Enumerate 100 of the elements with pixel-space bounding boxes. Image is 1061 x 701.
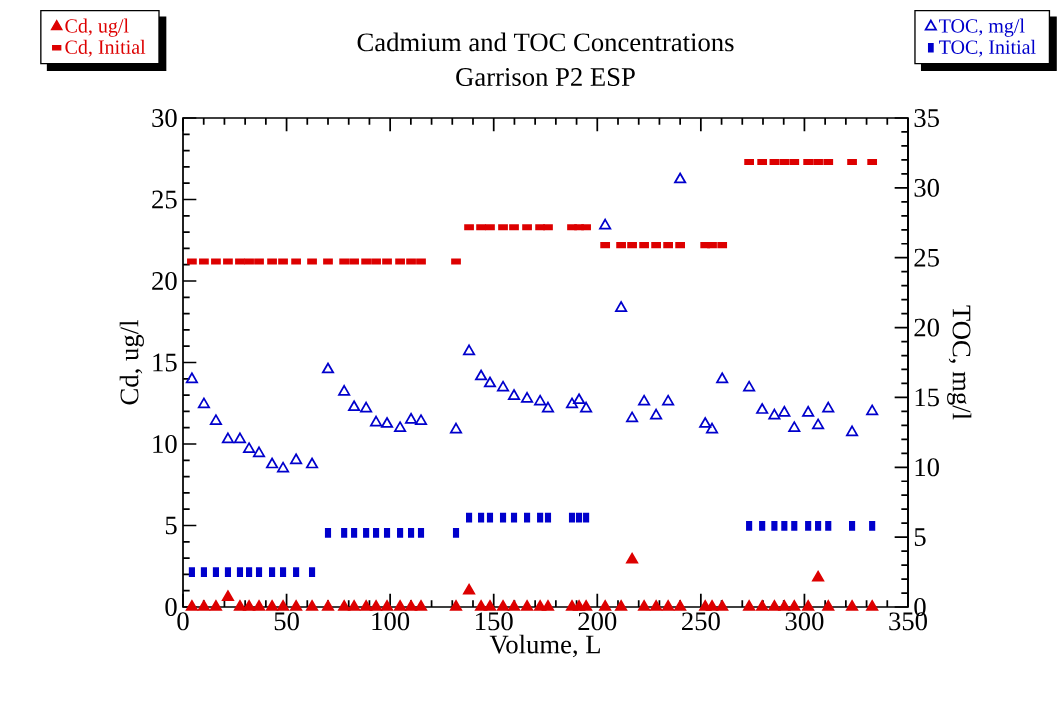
- point: [406, 258, 416, 265]
- point: [414, 414, 428, 426]
- point: [849, 521, 856, 531]
- point: [803, 158, 814, 166]
- point: [276, 600, 290, 611]
- point: [321, 362, 335, 374]
- point: [822, 600, 835, 611]
- point: [756, 403, 769, 414]
- point: [188, 567, 195, 577]
- point: [372, 528, 380, 538]
- point: [360, 401, 373, 413]
- point: [233, 432, 247, 444]
- point: [417, 528, 425, 538]
- point: [463, 344, 476, 356]
- point: [580, 401, 593, 413]
- point: [846, 600, 859, 611]
- y2-axis-title: TOC, mg/l: [947, 305, 972, 420]
- point: [236, 567, 244, 577]
- point: [599, 600, 612, 611]
- point: [522, 224, 532, 231]
- point: [756, 600, 769, 611]
- point: [705, 422, 719, 434]
- point: [757, 158, 768, 166]
- point: [383, 528, 391, 538]
- chart-subtitle: Garrison P2 ESP: [456, 68, 635, 87]
- point: [369, 415, 383, 427]
- point: [650, 408, 663, 420]
- point: [544, 512, 552, 523]
- point: [185, 600, 198, 611]
- point: [308, 567, 316, 577]
- point: [405, 600, 418, 611]
- point: [187, 258, 197, 265]
- point: [254, 258, 264, 265]
- point: [846, 425, 859, 437]
- point: [581, 224, 591, 231]
- point: [278, 258, 288, 265]
- point: [324, 528, 332, 538]
- point: [815, 521, 822, 531]
- point: [674, 600, 687, 611]
- point: [486, 512, 494, 523]
- y-tick-label: 20: [152, 272, 177, 290]
- point: [639, 242, 649, 249]
- point: [781, 521, 788, 531]
- point: [674, 172, 687, 184]
- point: [541, 600, 555, 611]
- point: [360, 600, 373, 611]
- point: [812, 418, 825, 430]
- point: [476, 224, 486, 231]
- point: [290, 453, 303, 465]
- point: [788, 600, 801, 611]
- point: [463, 583, 476, 595]
- y-axis-title: Cd, ug/l: [119, 320, 144, 405]
- point: [380, 600, 394, 611]
- x-tick-label: 50: [274, 612, 299, 631]
- point: [223, 258, 233, 265]
- point: [307, 258, 317, 265]
- y-tick-label: 15: [153, 353, 177, 372]
- point: [369, 600, 383, 611]
- point: [197, 600, 210, 611]
- point: [507, 600, 521, 611]
- point: [452, 528, 460, 538]
- point: [788, 421, 801, 433]
- point: [825, 521, 832, 531]
- point: [705, 600, 719, 611]
- point: [771, 521, 778, 531]
- point: [866, 600, 879, 611]
- point: [449, 600, 463, 611]
- point: [599, 218, 612, 230]
- point: [847, 158, 857, 166]
- point: [485, 224, 495, 231]
- point: [565, 397, 579, 409]
- x-tick-label: 250: [682, 612, 720, 631]
- point: [449, 422, 463, 434]
- point: [615, 600, 628, 611]
- y-tick-label: 30: [152, 109, 177, 127]
- point: [305, 600, 319, 611]
- point: [759, 521, 766, 531]
- point: [394, 421, 407, 433]
- legend-label: TOC, Initial: [939, 39, 1036, 57]
- point: [252, 446, 266, 458]
- point: [812, 570, 825, 582]
- y-tick-label: 25: [152, 190, 177, 209]
- point: [224, 567, 232, 577]
- point: [507, 389, 521, 400]
- point: [290, 600, 303, 611]
- x-tick-label: 200: [578, 612, 617, 631]
- point: [823, 158, 834, 166]
- point: [707, 242, 717, 249]
- y2-tick-label: 5: [914, 528, 926, 546]
- point: [651, 242, 661, 249]
- point: [743, 600, 756, 611]
- point: [867, 158, 878, 166]
- legend-label: Cd, ug/l: [65, 18, 129, 37]
- point: [451, 258, 461, 265]
- point: [543, 224, 553, 231]
- point: [395, 258, 405, 265]
- x-tick-label: 300: [785, 612, 824, 631]
- point: [805, 521, 812, 531]
- point: [483, 600, 497, 611]
- point: [662, 394, 675, 406]
